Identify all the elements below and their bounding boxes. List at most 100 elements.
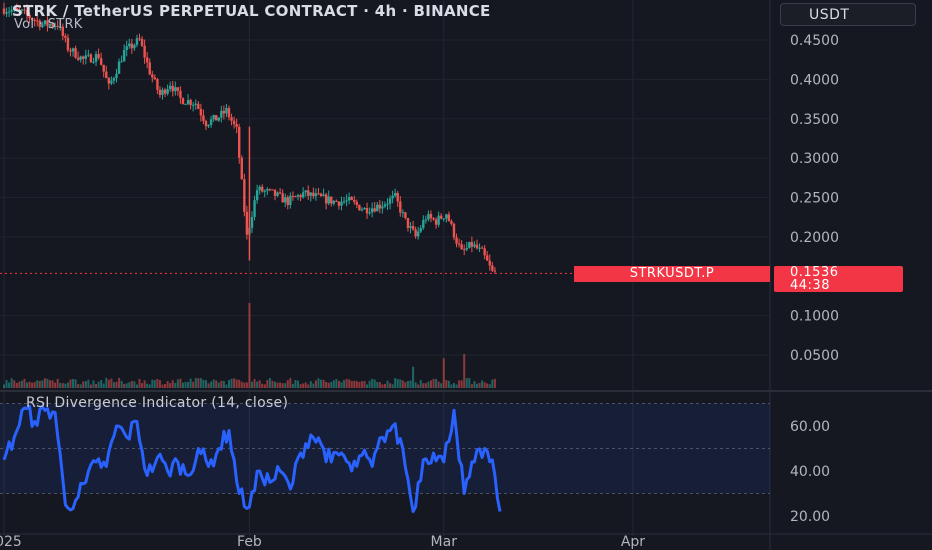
candle-body <box>71 48 75 52</box>
rsi-indicator-label[interactable]: RSI Divergence Indicator (14, close) <box>26 395 289 411</box>
volume-bar <box>381 384 384 388</box>
time-tick-label: Mar <box>431 534 458 550</box>
volume-bar <box>442 358 445 388</box>
candle-body <box>245 211 249 235</box>
candle-body <box>327 196 330 204</box>
symbol-tag: STRKUSDT.P <box>574 266 770 282</box>
volume-bar <box>10 378 13 388</box>
candle-body <box>120 61 123 63</box>
time-tick-label: 2025 <box>0 534 22 550</box>
candle-body <box>163 89 167 94</box>
volume-bar <box>148 384 151 388</box>
volume-bar <box>89 384 92 388</box>
volume-bar <box>233 378 236 388</box>
candle-body <box>263 190 266 192</box>
volume-bar <box>284 383 287 388</box>
volume-bar <box>350 380 353 388</box>
volume-bar <box>97 381 100 388</box>
volume-bar <box>470 384 473 388</box>
candle-body <box>253 200 256 217</box>
candle-body <box>455 237 458 244</box>
candle-body <box>59 26 62 28</box>
candlestick-series <box>2 2 497 274</box>
candle-body <box>324 194 328 204</box>
price-axis: 0.4500 0.4000 0.3500 0.3000 0.2500 0.2000 0.10… <box>790 33 839 364</box>
candle-body <box>74 48 77 58</box>
candle-body <box>140 38 144 46</box>
candle-body <box>365 207 369 214</box>
candle-body <box>53 25 57 27</box>
candle-body <box>370 208 374 213</box>
candle-body <box>89 54 93 63</box>
candle-body <box>268 189 272 191</box>
candle-body <box>102 64 105 72</box>
candle-body <box>230 117 233 121</box>
volume-bar <box>376 381 379 388</box>
volume-bar <box>240 381 243 388</box>
candle-body <box>186 100 190 105</box>
volume-bar <box>28 381 31 388</box>
volume-bar <box>245 382 248 388</box>
volume-bar <box>66 382 69 388</box>
candle-body <box>145 57 149 63</box>
candle-body <box>13 7 16 11</box>
volume-bar <box>61 383 64 388</box>
volume-bar <box>343 380 346 388</box>
volume-bar <box>289 378 292 388</box>
volume-bar <box>478 382 481 388</box>
candle-body <box>376 204 379 212</box>
volume-bar <box>447 380 450 388</box>
candle-body <box>355 201 359 205</box>
volume-bar <box>176 379 179 388</box>
candle-body <box>309 192 313 196</box>
volume-bar <box>23 378 26 388</box>
candle-body <box>220 110 223 118</box>
volume-bar <box>143 380 146 388</box>
volume-bar <box>473 381 476 388</box>
candle-body <box>115 73 118 79</box>
volume-bar <box>189 378 192 388</box>
candle-body <box>240 157 243 180</box>
candle-body <box>174 87 177 92</box>
volume-bar <box>396 379 399 388</box>
candle-body <box>92 61 95 63</box>
volume-bar <box>274 381 277 388</box>
volume-bar <box>363 380 366 388</box>
volume-bar <box>373 379 376 388</box>
candle-body <box>337 201 341 206</box>
candle-body <box>396 193 399 202</box>
volume-bar <box>64 383 67 388</box>
volume-bar <box>130 380 133 388</box>
volume-bar <box>187 381 190 388</box>
candle-body <box>181 98 185 105</box>
price-tick-label: 0.2500 <box>790 191 839 207</box>
candle-body <box>64 35 67 38</box>
volume-bar <box>378 382 381 388</box>
volume-bar <box>294 379 297 388</box>
volume-bar <box>220 380 223 388</box>
candle-body <box>330 196 333 204</box>
volume-bar <box>452 382 455 388</box>
candle-body <box>419 228 422 232</box>
volume-bar <box>107 379 110 388</box>
volume-bar <box>102 383 105 388</box>
volume-label: Vol · STRK <box>14 17 83 32</box>
volume-bar <box>202 379 205 388</box>
volume-bar <box>123 383 126 388</box>
candle-body <box>317 193 320 195</box>
candle-body <box>7 11 11 13</box>
candle-body <box>168 85 172 90</box>
volume-bar <box>371 378 374 388</box>
candle-body <box>475 244 479 249</box>
candle-body <box>284 197 287 203</box>
volume-bar <box>353 380 356 388</box>
volume-bar <box>56 378 59 388</box>
currency-button[interactable]: USDT <box>780 3 916 26</box>
volume-bar <box>291 383 294 388</box>
volume-bar <box>38 380 41 388</box>
candle-body <box>304 190 307 193</box>
candle-body <box>480 247 484 249</box>
volume-bar <box>304 382 307 388</box>
price-tick-label: 0.2000 <box>790 230 839 246</box>
